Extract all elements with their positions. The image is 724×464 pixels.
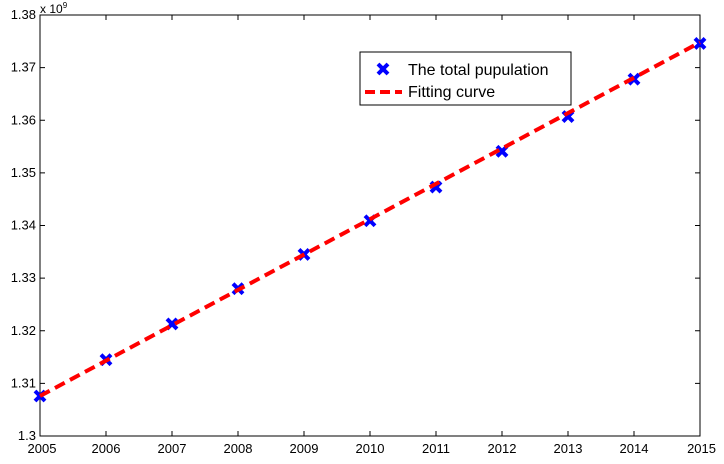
x-tick-label: 2012 (488, 441, 517, 456)
x-tick-label: 2014 (620, 441, 649, 456)
y-tick-label: 1.31 (11, 375, 36, 390)
legend: The total pupulation Fitting curve (359, 51, 572, 106)
fitting-curve-line (39, 40, 701, 398)
x-tick-label: 2007 (158, 441, 187, 456)
x-axis: 2005 2006 2007 2008 2009 2010 2011 2012 2013 2014… (28, 15, 716, 456)
x-tick-label: 2008 (224, 441, 253, 456)
legend-box (359, 51, 572, 106)
x-tick-label: 2011 (422, 441, 450, 456)
y-tick-label: 1.32 (11, 323, 36, 338)
legend-label: Fitting curve (408, 84, 495, 101)
series-layer (33, 37, 707, 403)
y-tick-label: 1.35 (11, 165, 36, 180)
y-tick-label: 1.33 (11, 270, 36, 285)
legend-marker-x (376, 62, 390, 76)
legend-entry-fitting-curve: Fitting curve (365, 84, 495, 101)
y-tick-label: 1.3 (18, 428, 36, 443)
y-multiplier-base: x 10 (40, 2, 63, 16)
y-multiplier-exponent: 9 (63, 1, 68, 10)
y-tick-label: 1.37 (11, 60, 36, 75)
x-tick-label: 2009 (290, 441, 319, 456)
x-tick-label: 2015 (687, 441, 716, 456)
x-tick-label: 2005 (28, 441, 57, 456)
y-axis: 1.3 1.31 1.32 1.33 1.34 1.35 1.36 1.37 1.38 (11, 7, 700, 443)
x-tick-label: 2010 (356, 441, 385, 456)
y-multiplier: x 109 (40, 1, 68, 16)
legend-label: The total pupulation (408, 62, 549, 79)
legend-entry-total-population: The total pupulation (376, 62, 549, 79)
y-tick-label: 1.36 (11, 112, 36, 127)
y-tick-label: 1.34 (11, 218, 36, 233)
x-tick-label: 2006 (92, 441, 121, 456)
y-tick-label: 1.38 (11, 7, 36, 22)
x-tick-label: 2013 (554, 441, 583, 456)
